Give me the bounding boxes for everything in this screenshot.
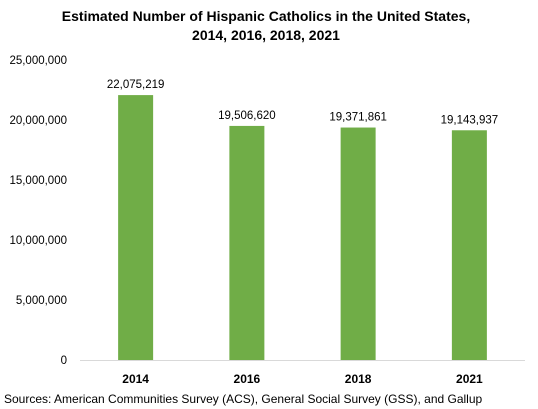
x-tick-label: 2018 [345,372,372,386]
y-axis: 0 5,000,000 10,000,000 15,000,000 20,000,000… [9,55,67,367]
data-label-2021: 19,143,937 [441,114,499,126]
bar-2021 [451,130,487,360]
bars [118,95,487,361]
y-tick-label: 5,000,000 [16,295,67,307]
y-tick-label: 20,000,000 [9,115,67,127]
y-tick-label: 10,000,000 [9,235,67,247]
x-tick-label: 2021 [456,372,483,386]
y-tick-label: 25,000,000 [9,55,67,67]
x-axis: 2014 2016 2018 2021 [80,360,525,386]
value-labels: 22,075,219 19,506,620 19,371,861 19,143,937 [107,79,498,126]
source-note: Sources: American Communities Survey (AC… [4,392,483,406]
chart-title-line-2: 2014, 2016, 2018, 2021 [192,27,340,43]
data-label-2018: 19,371,861 [329,112,387,124]
x-tick-label: 2016 [234,372,261,386]
bar-2014 [118,95,154,360]
data-label-2016: 19,506,620 [218,110,276,122]
y-tick-label: 15,000,000 [9,175,67,187]
data-label-2014: 22,075,219 [107,79,165,91]
bar-2016 [229,125,265,360]
chart-title-line-1: Estimated Number of Hispanic Catholics i… [62,8,470,24]
bar-2018 [340,127,376,361]
x-tick-label: 2014 [122,372,149,386]
y-tick-label: 0 [61,355,67,367]
